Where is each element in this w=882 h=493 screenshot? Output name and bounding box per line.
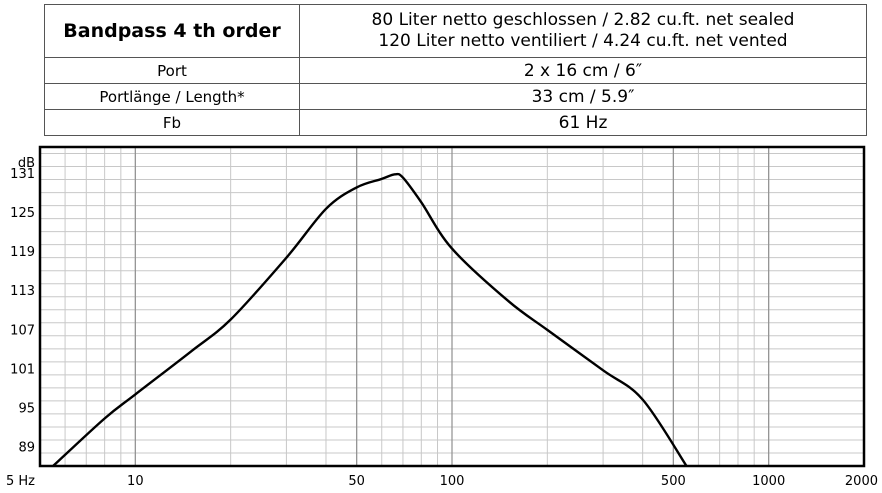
y-axis-label: dB — [18, 156, 35, 171]
spec-table: Bandpass 4 th order 80 Liter netto gesch… — [44, 4, 867, 136]
grid-major — [134, 147, 770, 466]
spec-row-length: Portlänge / Length* 33 cm / 5.9″ — [44, 83, 867, 110]
y-tick-label: 89 — [18, 440, 35, 455]
spec-row-fb: Fb 61 Hz — [44, 109, 867, 136]
y-tick-label: 113 — [10, 284, 35, 299]
x-tick-label: 1000 — [752, 474, 785, 489]
vented-volume-text: 120 Liter netto ventiliert / 4.24 cu.ft.… — [378, 31, 788, 51]
y-tick-label: 125 — [10, 206, 35, 221]
port-label: Port — [44, 57, 300, 84]
plot-frame — [38, 145, 866, 468]
enclosure-type-label: Bandpass 4 th order — [44, 4, 300, 58]
y-tick-label: 119 — [10, 245, 35, 260]
port-length-label: Portlänge / Length* — [44, 83, 300, 110]
x-tick-label: 500 — [661, 474, 686, 489]
x-tick-label: 2000 — [845, 474, 878, 489]
sealed-volume-text: 80 Liter netto geschlossen / 2.82 cu.ft.… — [371, 10, 795, 30]
x-tick-label: 10 — [127, 474, 144, 489]
x-tick-label: 50 — [348, 474, 365, 489]
y-axis-ticks: 89 95 101 107 113 119 125 131 — [10, 167, 35, 455]
spec-row-port: Port 2 x 16 cm / 6″ — [44, 57, 867, 84]
y-tick-label: 131 — [10, 167, 35, 182]
x-tick-label: 5 Hz — [6, 474, 35, 489]
x-tick-label: 100 — [440, 474, 465, 489]
port-value: 2 x 16 cm / 6″ — [299, 57, 867, 84]
y-tick-label: 101 — [10, 362, 35, 377]
frequency-response-chart: 89 95 101 107 113 119 125 131 5 Hz 10 50 100 500 100… — [6, 145, 878, 489]
enclosure-volume-cell: 80 Liter netto geschlossen / 2.82 cu.ft.… — [299, 4, 867, 58]
port-length-value: 33 cm / 5.9″ — [299, 83, 867, 110]
spec-header-row: Bandpass 4 th order 80 Liter netto gesch… — [44, 4, 867, 58]
fb-label: Fb — [44, 109, 300, 136]
response-curve — [52, 172, 688, 467]
y-tick-label: 95 — [18, 401, 35, 416]
x-axis-ticks: 5 Hz 10 50 100 500 1000 2000 — [6, 474, 878, 489]
fb-value: 61 Hz — [299, 109, 867, 136]
y-tick-label: 107 — [10, 323, 35, 338]
